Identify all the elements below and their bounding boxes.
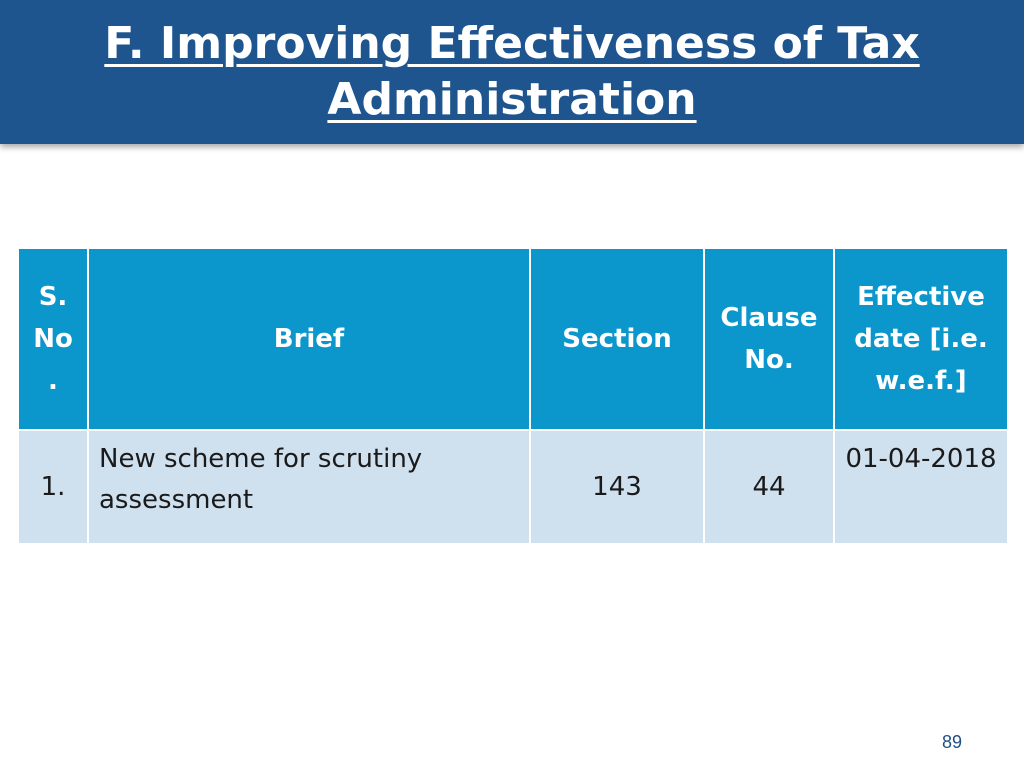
header-section: Section <box>529 247 705 431</box>
cell-section: 143 <box>529 429 705 545</box>
header-sno: S. No . <box>17 247 89 431</box>
amendments-table: S. No . Brief Section Clause No. Effecti… <box>17 247 1009 545</box>
page-number: 89 <box>941 732 962 752</box>
header-effective-date: Effective date [i.e. w.e.f.] <box>833 247 1009 431</box>
slide-title: F. Improving Effectiveness of Tax Admini… <box>104 18 920 125</box>
header-clause: Clause No. <box>703 247 835 431</box>
table-row: 1. New scheme for scrutiny assessment 14… <box>17 429 1009 545</box>
table-header-row: S. No . Brief Section Clause No. Effecti… <box>17 247 1009 431</box>
cell-clause: 44 <box>703 429 835 545</box>
cell-brief: New scheme for scrutiny assessment <box>87 429 531 545</box>
title-bar: F. Improving Effectiveness of Tax Admini… <box>0 0 1024 144</box>
cell-sno: 1. <box>17 429 89 545</box>
header-brief: Brief <box>87 247 531 431</box>
cell-effective-date: 01-04-2018 <box>833 429 1009 545</box>
